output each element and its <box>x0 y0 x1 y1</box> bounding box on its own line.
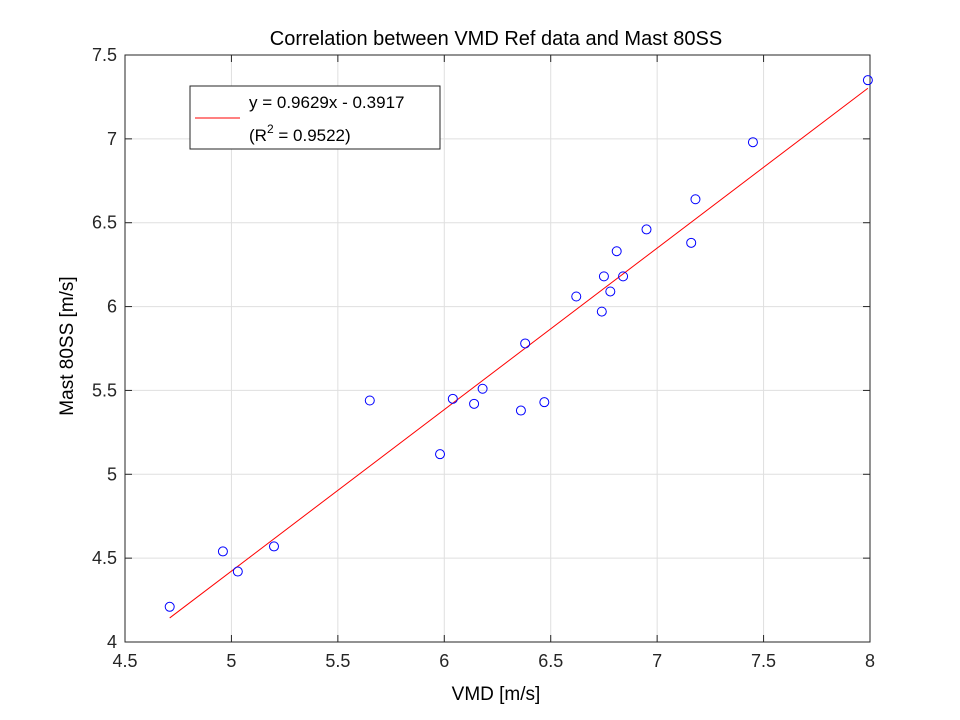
data-point <box>596 306 607 317</box>
x-axis-label: VMD [m/s] <box>452 684 541 705</box>
data-point <box>520 338 531 349</box>
grid-lines <box>124 54 871 643</box>
data-point <box>747 137 758 148</box>
data-point <box>862 75 873 86</box>
y-tick-label: 4.5 <box>92 548 117 568</box>
x-tick-label: 4.5 <box>112 651 137 671</box>
fit-line-layer <box>169 87 869 619</box>
data-point <box>690 194 701 205</box>
x-tick-label: 6 <box>439 651 449 671</box>
legend-r-squared: (R2 = 0.9522) <box>249 122 351 145</box>
x-tick-label: 5 <box>226 651 236 671</box>
legend: y = 0.9629x - 0.3917 (R2 = 0.9522) <box>189 85 441 150</box>
x-tick-label: 6.5 <box>538 651 563 671</box>
y-tick-label: 6 <box>107 297 117 317</box>
data-point <box>447 393 458 404</box>
data-point <box>477 383 488 394</box>
data-point <box>605 286 616 297</box>
data-point <box>269 541 279 552</box>
x-tick-label: 7 <box>652 651 662 671</box>
data-points <box>164 75 873 612</box>
data-point <box>364 395 375 406</box>
y-tick-label: 4 <box>107 632 117 652</box>
fit-line <box>169 87 869 619</box>
data-point <box>686 237 697 248</box>
data-point <box>618 271 629 282</box>
chart-title: Correlation between VMD Ref data and Mas… <box>270 28 722 50</box>
axis-ticks: 4.5 5 5.5 6 6.5 7 7.5 844.555.566.577.5 <box>92 45 875 671</box>
x-tick-label: 7.5 <box>751 651 776 671</box>
y-tick-label: 5.5 <box>92 380 117 400</box>
y-tick-label: 6.5 <box>92 213 117 233</box>
data-point <box>539 397 550 408</box>
data-point <box>641 224 652 235</box>
x-tick-label: 5.5 <box>325 651 350 671</box>
data-point <box>164 601 175 612</box>
plot-area <box>124 54 871 643</box>
data-point <box>217 546 228 557</box>
y-tick-label: 7.5 <box>92 45 117 65</box>
y-axis-label: Mast 80SS [m/s] <box>57 276 78 415</box>
data-point <box>571 291 582 302</box>
y-tick-label: 5 <box>107 464 117 484</box>
legend-equation: y = 0.9629x - 0.3917 <box>249 93 404 112</box>
data-point <box>611 246 622 257</box>
data-point <box>469 398 480 409</box>
y-tick-label: 7 <box>107 129 117 149</box>
data-point <box>515 405 526 416</box>
data-point <box>598 271 609 282</box>
data-point <box>435 449 446 460</box>
data-point <box>232 566 243 577</box>
x-tick-label: 8 <box>865 651 875 671</box>
